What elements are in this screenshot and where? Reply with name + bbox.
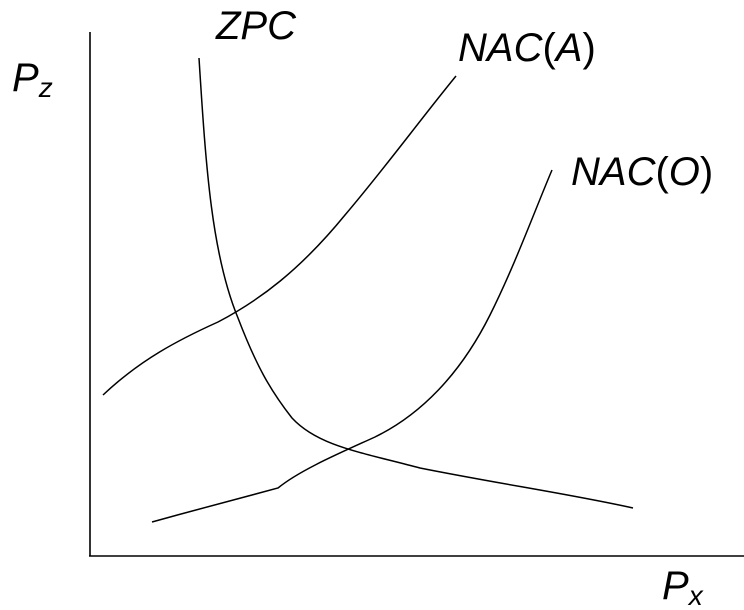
x-axis-label-sub: x — [688, 580, 703, 610]
zpc-label-text: ZPC — [216, 4, 296, 48]
nac-o-label-main: NAC — [571, 150, 656, 194]
x-axis-label: Px — [662, 564, 703, 610]
x-axis-label-main: P — [662, 564, 689, 608]
nac-a-label-close: ) — [582, 26, 596, 70]
nac-a-label-open: ( — [542, 26, 556, 70]
nac-o-label-open: ( — [655, 150, 669, 194]
zpc-label: ZPC — [216, 6, 296, 46]
nac-a-label-arg: A — [555, 26, 583, 70]
zpc-curve — [198, 57, 634, 509]
nac-o-label-arg: O — [668, 150, 700, 194]
nac-o-label: NAC(O) — [571, 152, 713, 192]
nac-o-label-close: ) — [699, 150, 714, 194]
nac-a-label-main: NAC — [458, 26, 543, 70]
y-axis-label-main: P — [12, 56, 39, 100]
y-axis-label: Pz — [12, 56, 53, 102]
y-axis-label-sub: z — [38, 72, 53, 103]
nac-o-curve — [151, 169, 553, 523]
nac-a-curve — [102, 75, 457, 396]
nac-a-label: NAC(A) — [458, 28, 596, 68]
